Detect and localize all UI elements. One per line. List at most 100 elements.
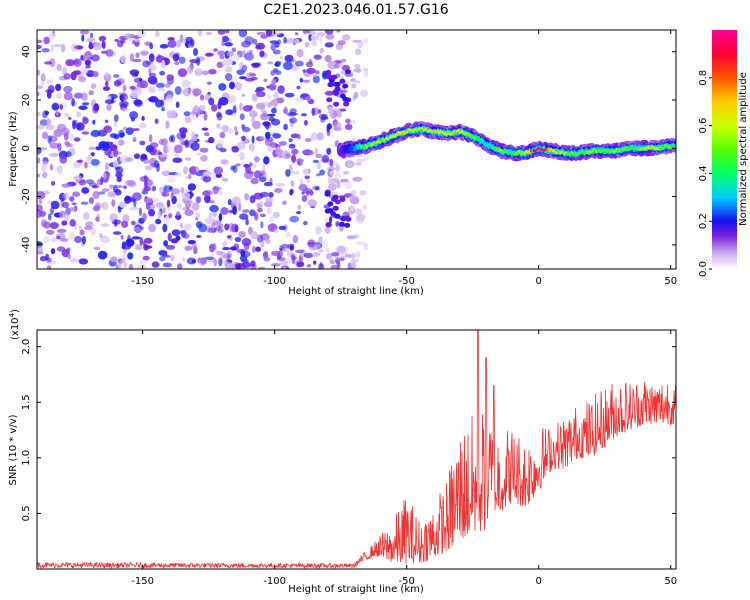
- ridge-cell: [451, 131, 454, 136]
- noise-speckle: [150, 62, 154, 71]
- noise-speckle: [81, 92, 88, 101]
- noise-speckle: [179, 137, 184, 146]
- noise-speckle: [203, 112, 208, 121]
- noise-speckle: [184, 139, 189, 148]
- noise-speckle: [98, 35, 107, 42]
- noise-speckle: [37, 69, 41, 76]
- noise-speckle: [88, 146, 96, 151]
- noise-speckle: [100, 176, 104, 186]
- noise-speckle: [201, 70, 209, 76]
- noise-speckle: [44, 61, 53, 65]
- noise-speckle: [220, 159, 230, 167]
- noise-speckle: [328, 183, 337, 191]
- noise-speckle: [49, 152, 59, 157]
- noise-speckle: [306, 67, 316, 74]
- noise-speckle: [50, 206, 54, 215]
- ridge-cell: [567, 152, 570, 156]
- noise-speckle: [65, 151, 72, 158]
- ridge-cell: [649, 146, 651, 150]
- noise-speckle: [55, 110, 60, 117]
- noise-speckle: [353, 68, 362, 73]
- noise-speckle: [132, 192, 142, 201]
- noise-speckle: [318, 249, 324, 253]
- noise-speckle: [208, 212, 213, 219]
- noise-speckle: [80, 54, 84, 61]
- noise-speckle: [131, 236, 141, 240]
- ridge-cell: [365, 145, 368, 149]
- noise-speckle: [350, 252, 356, 260]
- noise-speckle: [207, 227, 215, 233]
- noise-speckle: [148, 72, 157, 78]
- sideband-blob: [334, 213, 341, 219]
- noise-speckle: [249, 209, 256, 217]
- ridge-cell: [633, 146, 635, 150]
- ridge-cell: [360, 144, 362, 148]
- noise-speckle: [249, 143, 255, 152]
- noise-speckle: [72, 191, 81, 197]
- noise-speckle: [115, 171, 123, 179]
- noise-speckle: [304, 138, 312, 142]
- noise-speckle: [182, 87, 192, 97]
- ridge-cell: [450, 132, 452, 136]
- noise-speckle: [289, 117, 298, 124]
- noise-speckle: [260, 34, 268, 39]
- noise-speckle: [45, 229, 55, 235]
- noise-speckle: [255, 102, 266, 110]
- noise-speckle: [39, 210, 46, 217]
- noise-speckle: [44, 110, 49, 116]
- noise-speckle: [129, 206, 139, 211]
- noise-speckle: [225, 109, 234, 116]
- noise-speckle: [192, 88, 202, 96]
- noise-speckle: [193, 48, 198, 56]
- noise-speckle: [69, 219, 76, 227]
- ridge-cell: [563, 151, 566, 155]
- noise-speckle: [299, 77, 304, 83]
- noise-speckle: [315, 226, 322, 235]
- x-tick-label: -150: [131, 576, 154, 587]
- noise-speckle: [279, 141, 287, 146]
- noise-speckle: [100, 235, 110, 244]
- noise-speckle: [221, 40, 225, 47]
- noise-speckle: [290, 180, 295, 187]
- ridge-cell: [425, 127, 428, 131]
- noise-speckle: [168, 213, 173, 219]
- y-tick-label: 1.0: [21, 450, 32, 466]
- ridge-cell: [531, 150, 534, 154]
- noise-speckle: [267, 113, 276, 117]
- ridge-cell: [543, 148, 545, 152]
- x-tick-label: -50: [398, 576, 414, 587]
- ridge-cell: [607, 148, 609, 152]
- snr-marks: [37, 330, 676, 569]
- noise-speckle: [296, 261, 305, 267]
- noise-speckle: [289, 215, 300, 223]
- noise-speckle: [205, 31, 213, 36]
- noise-speckle: [227, 95, 237, 104]
- noise-speckle: [315, 153, 323, 159]
- noise-speckle: [171, 229, 181, 237]
- ridge-cell: [621, 146, 624, 151]
- ridge-cell: [524, 150, 526, 155]
- noise-speckle: [78, 179, 86, 186]
- noise-speckle: [319, 36, 323, 43]
- ridge-cell: [383, 138, 386, 142]
- noise-speckle: [251, 135, 255, 144]
- noise-speckle: [284, 54, 294, 63]
- ridge-cell: [595, 149, 598, 154]
- noise-speckle: [133, 198, 137, 208]
- noise-speckle: [222, 35, 229, 42]
- noise-speckle: [350, 78, 356, 83]
- noise-speckle: [274, 228, 279, 234]
- noise-speckle: [76, 178, 80, 183]
- noise-speckle: [272, 133, 282, 139]
- noise-speckle: [80, 201, 89, 205]
- noise-speckle: [157, 87, 166, 92]
- ridge-cell: [408, 128, 410, 132]
- noise-speckle: [119, 201, 127, 208]
- sideband-blob: [338, 221, 345, 227]
- noise-speckle: [248, 105, 253, 109]
- ridge-cell: [556, 151, 558, 155]
- noise-speckle: [324, 90, 335, 96]
- noise-speckle: [132, 40, 136, 45]
- noise-speckle: [268, 216, 274, 223]
- noise-speckle: [288, 138, 293, 143]
